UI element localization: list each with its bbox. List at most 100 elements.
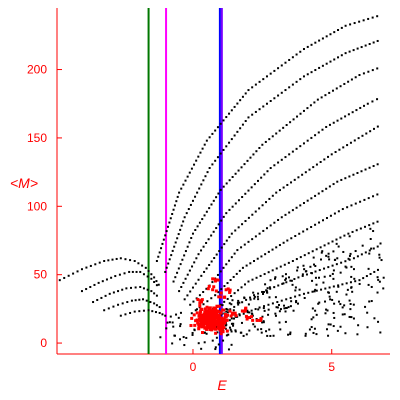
data-point — [247, 303, 250, 306]
data-point — [307, 252, 310, 255]
data-point — [258, 207, 261, 210]
data-point — [344, 115, 347, 118]
data-point — [176, 271, 179, 274]
data-point — [345, 282, 348, 285]
data-point — [220, 288, 223, 291]
data-point — [226, 308, 229, 311]
data-point — [214, 306, 218, 310]
data-point — [321, 64, 324, 67]
data-point — [350, 265, 353, 268]
data-point — [356, 47, 359, 50]
data-point — [212, 325, 216, 329]
data-point — [206, 287, 210, 291]
data-point — [133, 310, 136, 313]
data-point — [296, 115, 299, 118]
data-point — [178, 191, 181, 194]
data-point — [225, 334, 228, 337]
data-point — [247, 216, 250, 219]
data-point — [191, 331, 194, 334]
data-point — [240, 286, 243, 289]
data-point — [282, 186, 285, 189]
data-point — [219, 332, 223, 336]
data-point — [202, 317, 206, 321]
data-point — [164, 314, 167, 317]
y-tick-label: 150 — [27, 131, 47, 145]
data-point — [329, 274, 332, 277]
data-point — [155, 280, 158, 283]
data-point — [269, 224, 272, 227]
data-point — [257, 292, 260, 295]
data-point — [278, 321, 281, 324]
data-point — [357, 137, 360, 140]
data-point — [219, 270, 222, 273]
data-point — [315, 313, 318, 316]
data-point — [323, 158, 326, 161]
data-point — [212, 230, 215, 233]
data-point — [331, 272, 334, 275]
data-point — [172, 208, 175, 211]
data-point — [207, 284, 211, 288]
data-point — [261, 143, 264, 146]
data-point — [131, 270, 134, 273]
data-point — [239, 331, 242, 334]
data-point — [284, 273, 287, 276]
data-point — [233, 105, 236, 108]
data-point — [225, 329, 229, 333]
data-point — [251, 318, 255, 322]
data-point — [298, 294, 301, 297]
data-point — [322, 219, 325, 222]
data-point — [166, 321, 169, 324]
data-point — [139, 285, 142, 288]
data-point — [134, 286, 137, 289]
data-point — [364, 168, 367, 171]
data-point — [183, 298, 186, 301]
data-point — [238, 313, 241, 316]
data-point — [243, 309, 247, 313]
data-point — [229, 328, 232, 331]
data-point — [185, 212, 188, 215]
data-point — [189, 203, 192, 206]
data-point — [335, 263, 338, 266]
data-point — [271, 248, 274, 251]
data-point — [228, 141, 231, 144]
data-point — [335, 87, 338, 90]
data-point — [323, 267, 326, 270]
data-point — [295, 206, 298, 209]
data-point — [329, 33, 332, 36]
data-point — [325, 217, 328, 220]
data-point — [80, 268, 83, 271]
data-point — [184, 250, 187, 253]
data-point — [273, 286, 276, 289]
data-point — [211, 132, 214, 135]
data-point — [288, 58, 291, 61]
data-point — [362, 19, 365, 22]
data-point — [118, 273, 121, 276]
data-point — [215, 227, 218, 230]
data-point — [269, 72, 272, 75]
data-point — [313, 101, 316, 104]
data-point — [219, 122, 222, 125]
data-point — [232, 309, 235, 312]
data-point — [320, 251, 323, 254]
data-point — [333, 31, 336, 34]
data-point — [157, 283, 160, 286]
data-point — [130, 299, 133, 302]
data-point — [352, 317, 355, 320]
data-point — [254, 110, 257, 113]
data-point — [348, 254, 351, 257]
data-point — [289, 331, 292, 334]
data-point — [308, 328, 311, 331]
data-point — [190, 312, 193, 315]
data-point — [197, 155, 200, 158]
data-point — [252, 291, 255, 294]
data-point — [364, 251, 367, 254]
axes — [56, 8, 390, 355]
data-point — [302, 109, 305, 112]
data-point — [234, 329, 237, 332]
data-point — [339, 85, 342, 88]
data-point — [299, 204, 302, 207]
data-point — [198, 294, 201, 297]
data-point — [254, 235, 257, 238]
data-point — [200, 274, 203, 277]
data-point — [368, 43, 371, 46]
